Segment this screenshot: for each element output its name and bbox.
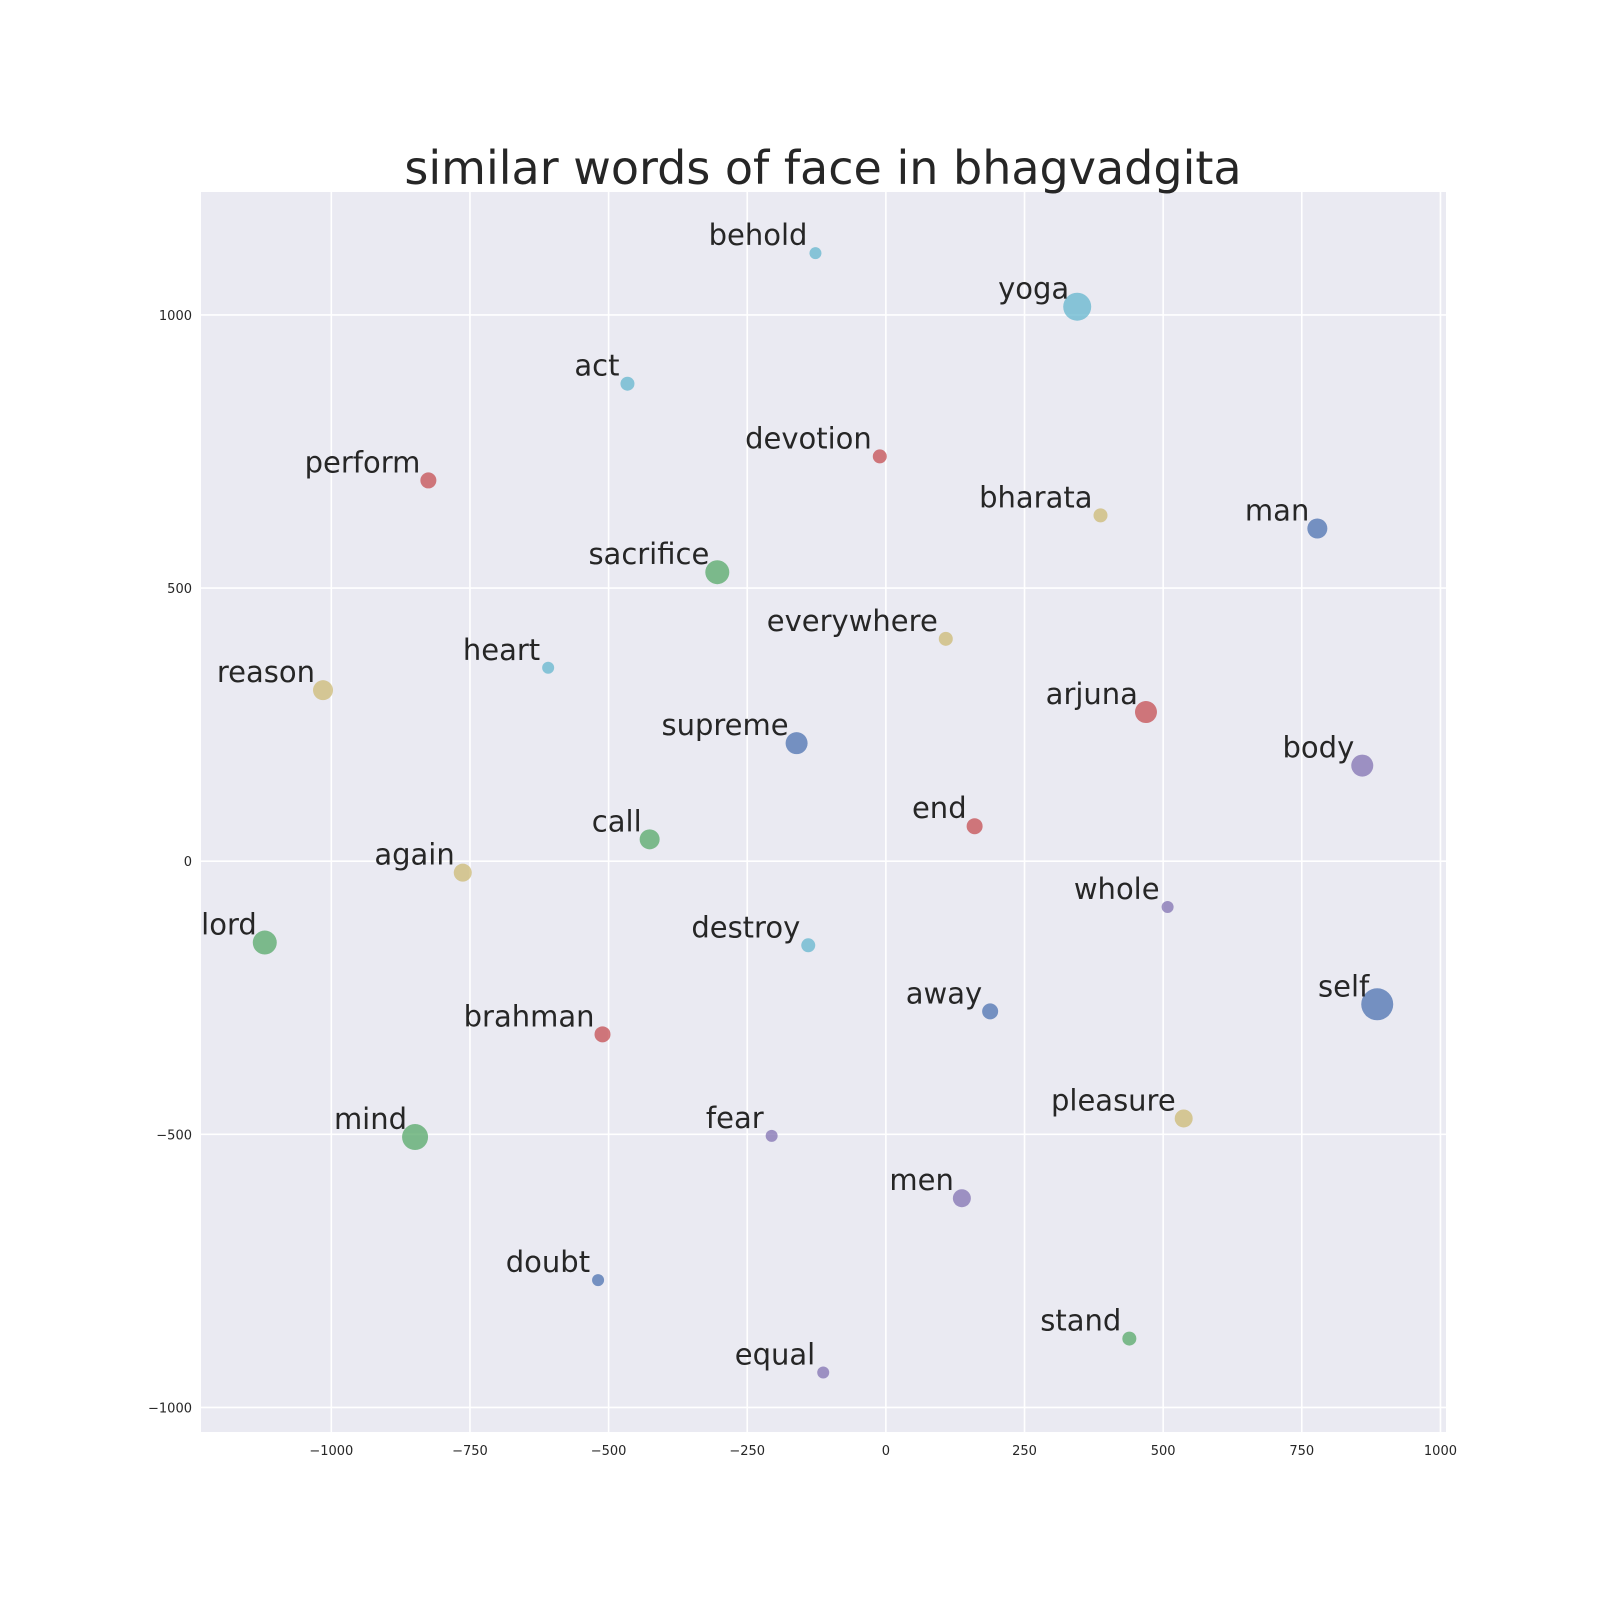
point-end (966, 818, 983, 835)
label-body: body (1283, 731, 1355, 765)
label-stand: stand (1040, 1304, 1121, 1338)
y-tick-labels: −1000 −500 0 500 1000 (148, 309, 192, 1417)
y-tick-label: 1000 (159, 309, 192, 324)
point-man (1307, 518, 1328, 539)
label-devotion: devotion (745, 421, 872, 455)
label-doubt: doubt (506, 1245, 590, 1279)
label-bharata: bharata (979, 480, 1092, 514)
x-tick-label: −750 (452, 1444, 488, 1459)
point-arjuna (1134, 701, 1157, 724)
point-bharata (1093, 508, 1108, 523)
label-reason: reason (217, 655, 315, 689)
label-supreme: supreme (661, 708, 788, 742)
point-reason (313, 680, 334, 701)
point-perform (420, 472, 437, 489)
label-perform: perform (305, 445, 421, 479)
label-arjuna: arjuna (1046, 677, 1138, 711)
label-mind: mind (334, 1102, 407, 1136)
x-tick-labels: −1000 −750 −500 −250 0 250 500 750 1000 (309, 1444, 1457, 1459)
point-labels: behold yoga act devotion perform bharata man sa… (201, 218, 1370, 1371)
point-supreme (785, 732, 808, 755)
label-yoga: yoga (998, 272, 1069, 306)
x-tick-label: 1000 (1424, 1444, 1457, 1459)
label-equal: equal (735, 1337, 815, 1371)
label-pleasure: pleasure (1051, 1083, 1176, 1117)
point-pleasure (1174, 1109, 1193, 1128)
point-devotion (872, 449, 887, 464)
point-yoga (1063, 292, 1092, 321)
x-tick-label: 0 (882, 1444, 890, 1459)
data-points (252, 247, 1394, 1379)
label-heart: heart (463, 633, 540, 667)
point-body (1351, 754, 1374, 777)
point-destroy (801, 938, 816, 953)
label-again: again (374, 838, 454, 872)
y-tick-label: 0 (184, 855, 192, 870)
point-lord (252, 930, 277, 955)
label-lord: lord (201, 908, 257, 942)
point-equal (817, 1366, 830, 1379)
point-again (453, 863, 472, 882)
label-man: man (1245, 493, 1309, 527)
point-act (620, 376, 635, 391)
x-tick-label: 500 (1151, 1444, 1176, 1459)
y-tick-label: −500 (156, 1128, 192, 1143)
plot-area (201, 192, 1446, 1432)
point-self (1361, 988, 1394, 1021)
point-everywhere (938, 631, 953, 646)
point-doubt (592, 1274, 605, 1287)
point-sacrifice (705, 560, 730, 585)
x-tick-label: −1000 (309, 1444, 353, 1459)
label-call: call (592, 804, 642, 838)
label-sacrifice: sacrifice (588, 537, 709, 571)
label-everywhere: everywhere (767, 604, 938, 638)
y-tick-label: −1000 (148, 1401, 192, 1416)
label-self: self (1318, 969, 1370, 1003)
x-tick-label: −500 (591, 1444, 627, 1459)
label-destroy: destroy (691, 910, 800, 944)
x-tick-label: 250 (1012, 1444, 1037, 1459)
label-fear: fear (706, 1101, 764, 1135)
point-heart (542, 661, 555, 674)
point-away (982, 1003, 999, 1020)
label-end: end (912, 791, 967, 825)
x-tick-label: 750 (1289, 1444, 1314, 1459)
point-mind (402, 1124, 429, 1151)
point-fear (765, 1129, 778, 1142)
y-tick-label: 500 (167, 582, 192, 597)
label-brahman: brahman (464, 999, 595, 1033)
chart-title: similar words of face in bhagvadgita (404, 141, 1241, 195)
point-call (639, 829, 660, 850)
label-away: away (906, 976, 982, 1010)
label-whole: whole (1074, 872, 1160, 906)
label-men: men (889, 1163, 953, 1197)
point-behold (809, 247, 822, 260)
point-stand (1122, 1331, 1137, 1346)
label-behold: behold (709, 218, 808, 252)
point-whole (1161, 901, 1174, 914)
point-brahman (594, 1026, 611, 1043)
x-tick-label: −250 (729, 1444, 765, 1459)
label-act: act (574, 349, 619, 383)
point-men (952, 1189, 971, 1208)
